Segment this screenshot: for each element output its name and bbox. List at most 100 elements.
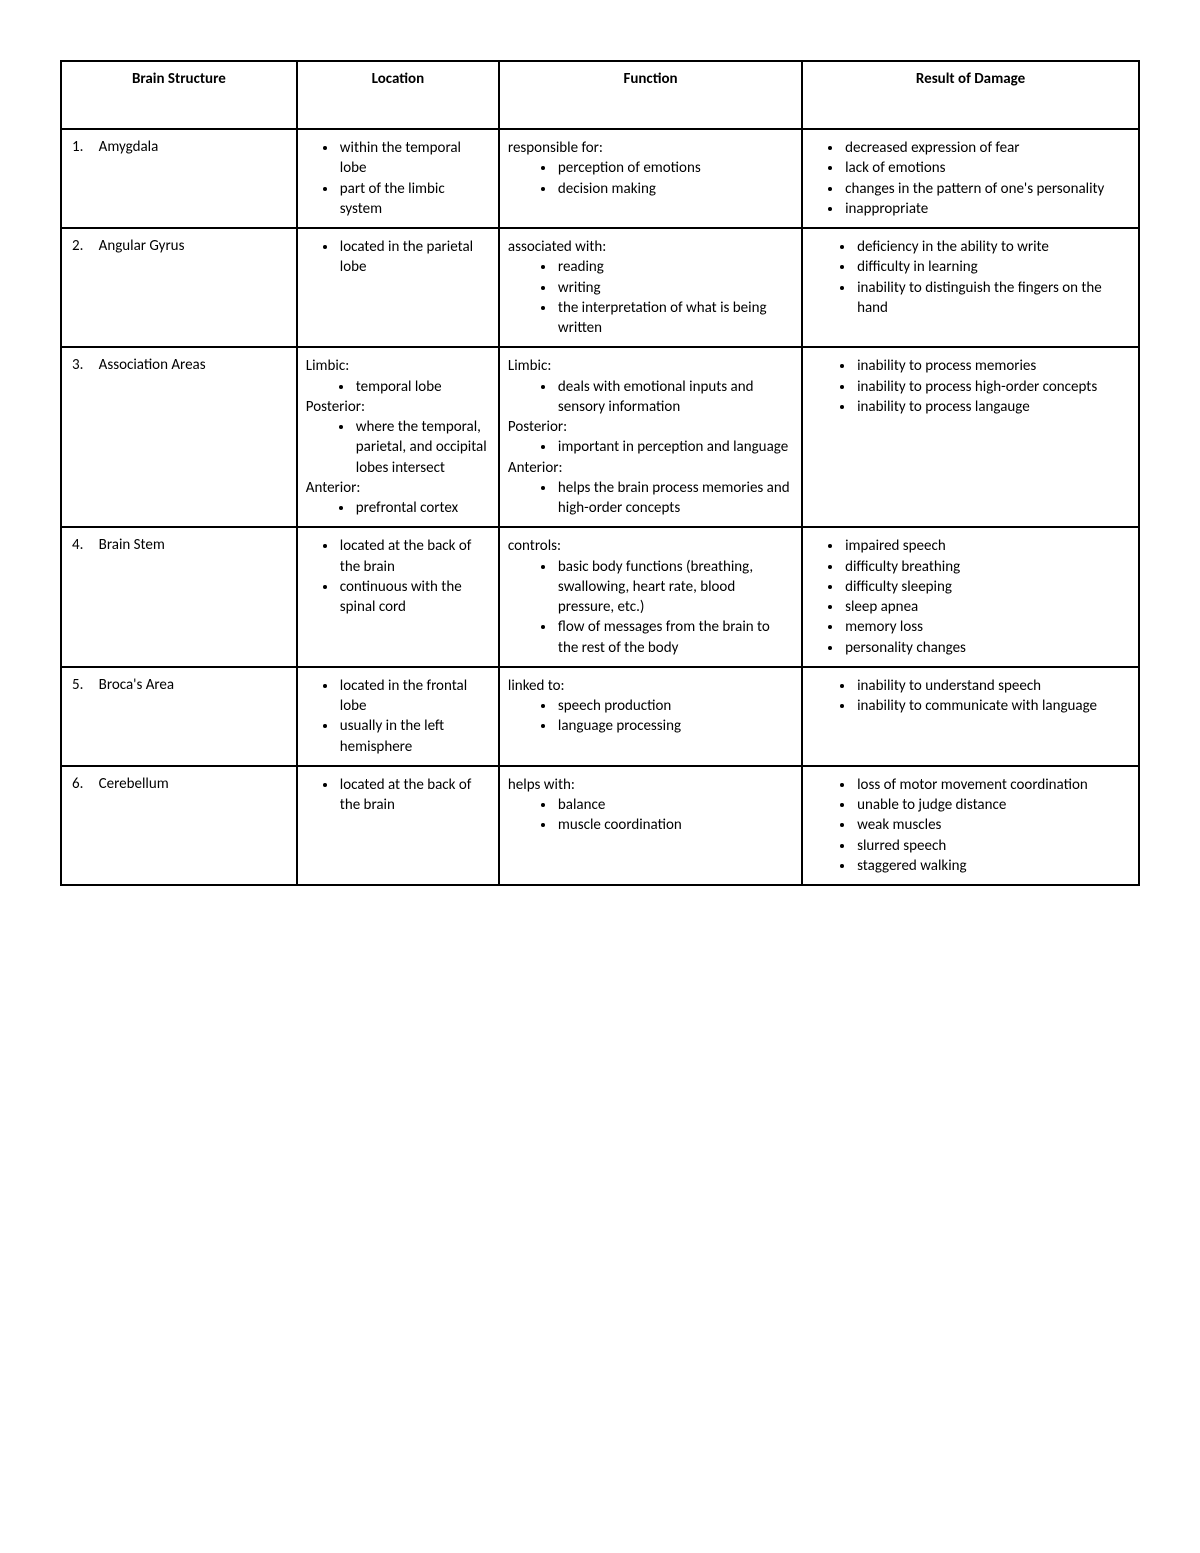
bullet-list: readingwritingthe interpretation of what… bbox=[506, 257, 795, 338]
structure-name: Brain Stem bbox=[95, 527, 297, 667]
table-row: 1.Amygdalawithin the temporal lobepart o… bbox=[61, 129, 1139, 228]
row-number: 2. bbox=[61, 228, 95, 347]
damage-cell: deficiency in the ability to writediffic… bbox=[802, 228, 1139, 347]
section-label: Posterior: bbox=[306, 397, 492, 417]
bullet-item: difficulty in learning bbox=[855, 257, 1132, 277]
bullet-list: temporal lobe bbox=[304, 377, 492, 397]
structure-name: Broca's Area bbox=[95, 667, 297, 766]
bullet-item: unable to judge distance bbox=[855, 795, 1132, 815]
bullet-item: writing bbox=[556, 278, 795, 298]
bullet-list: decreased expression of fearlack of emot… bbox=[809, 138, 1132, 219]
bullet-list: perception of emotionsdecision making bbox=[506, 158, 795, 199]
location-cell: located at the back of the brain bbox=[297, 766, 499, 885]
brain-structure-table: Brain Structure Location Function Result… bbox=[60, 60, 1140, 886]
bullet-item: inability to process langauge bbox=[855, 397, 1132, 417]
bullet-item: the interpretation of what is being writ… bbox=[556, 298, 795, 339]
bullet-item: slurred speech bbox=[855, 836, 1132, 856]
bullet-item: helps the brain process memories and hig… bbox=[556, 478, 795, 519]
bullet-item: temporal lobe bbox=[354, 377, 492, 397]
bullet-item: lack of emotions bbox=[843, 158, 1132, 178]
bullet-list: basic body functions (breathing, swallow… bbox=[506, 557, 795, 658]
section-label: Anterior: bbox=[508, 458, 795, 478]
section-label: Limbic: bbox=[508, 356, 795, 376]
function-cell: linked to:speech productionlanguage proc… bbox=[499, 667, 802, 766]
bullet-list: helps the brain process memories and hig… bbox=[506, 478, 795, 519]
bullet-item: memory loss bbox=[843, 617, 1132, 637]
bullet-list: inability to process memoriesinability t… bbox=[809, 356, 1132, 417]
bullet-list: deals with emotional inputs and sensory … bbox=[506, 377, 795, 418]
function-cell: responsible for:perception of emotionsde… bbox=[499, 129, 802, 228]
bullet-list: balancemuscle coordination bbox=[506, 795, 795, 836]
bullet-item: inability to distinguish the fingers on … bbox=[855, 278, 1132, 319]
bullet-item: located in the parietal lobe bbox=[338, 237, 492, 278]
bullet-item: reading bbox=[556, 257, 795, 277]
col-header-function: Function bbox=[499, 61, 802, 129]
table-row: 4.Brain Stemlocated at the back of the b… bbox=[61, 527, 1139, 667]
structure-name: Amygdala bbox=[95, 129, 297, 228]
bullet-item: changes in the pattern of one's personal… bbox=[843, 179, 1132, 199]
bullet-item: impaired speech bbox=[843, 536, 1132, 556]
bullet-item: difficulty breathing bbox=[843, 557, 1132, 577]
section-label: Posterior: bbox=[508, 417, 795, 437]
function-cell: Limbic:deals with emotional inputs and s… bbox=[499, 347, 802, 527]
intro-text: responsible for: bbox=[508, 138, 795, 158]
location-cell: within the temporal lobepart of the limb… bbox=[297, 129, 499, 228]
row-number: 6. bbox=[61, 766, 95, 885]
bullet-item: within the temporal lobe bbox=[338, 138, 492, 179]
bullet-list: located at the back of the brain bbox=[304, 775, 492, 816]
structure-name: Cerebellum bbox=[95, 766, 297, 885]
bullet-item: loss of motor movement coordination bbox=[855, 775, 1132, 795]
col-header-structure: Brain Structure bbox=[61, 61, 297, 129]
intro-text: linked to: bbox=[508, 676, 795, 696]
bullet-list: deficiency in the ability to writediffic… bbox=[809, 237, 1132, 318]
bullet-item: prefrontal cortex bbox=[354, 498, 492, 518]
bullet-item: basic body functions (breathing, swallow… bbox=[556, 557, 795, 618]
row-number: 1. bbox=[61, 129, 95, 228]
bullet-item: located at the back of the brain bbox=[338, 536, 492, 577]
bullet-item: deficiency in the ability to write bbox=[855, 237, 1132, 257]
damage-cell: inability to process memoriesinability t… bbox=[802, 347, 1139, 527]
col-header-location: Location bbox=[297, 61, 499, 129]
location-cell: located in the frontal lobeusually in th… bbox=[297, 667, 499, 766]
bullet-list: important in perception and language bbox=[506, 437, 795, 457]
bullet-item: where the temporal, parietal, and occipi… bbox=[354, 417, 492, 478]
bullet-item: inability to process high-order concepts bbox=[855, 377, 1132, 397]
bullet-list: inability to understand speechinability … bbox=[809, 676, 1132, 717]
bullet-item: staggered walking bbox=[855, 856, 1132, 876]
bullet-item: important in perception and language bbox=[556, 437, 795, 457]
bullet-item: continuous with the spinal cord bbox=[338, 577, 492, 618]
function-cell: controls:basic body functions (breathing… bbox=[499, 527, 802, 667]
bullet-list: within the temporal lobepart of the limb… bbox=[304, 138, 492, 219]
bullet-item: inability to understand speech bbox=[855, 676, 1132, 696]
location-cell: Limbic:temporal lobePosterior:where the … bbox=[297, 347, 499, 527]
damage-cell: decreased expression of fearlack of emot… bbox=[802, 129, 1139, 228]
bullet-item: decision making bbox=[556, 179, 795, 199]
bullet-list: impaired speechdifficulty breathingdiffi… bbox=[809, 536, 1132, 658]
bullet-item: inability to process memories bbox=[855, 356, 1132, 376]
bullet-list: speech productionlanguage processing bbox=[506, 696, 795, 737]
function-cell: helps with:balancemuscle coordination bbox=[499, 766, 802, 885]
damage-cell: inability to understand speechinability … bbox=[802, 667, 1139, 766]
table-row: 5.Broca's Arealocated in the frontal lob… bbox=[61, 667, 1139, 766]
intro-text: helps with: bbox=[508, 775, 795, 795]
intro-text: controls: bbox=[508, 536, 795, 556]
row-number: 4. bbox=[61, 527, 95, 667]
bullet-item: usually in the left hemisphere bbox=[338, 716, 492, 757]
bullet-item: difficulty sleeping bbox=[843, 577, 1132, 597]
bullet-item: decreased expression of fear bbox=[843, 138, 1132, 158]
bullet-list: located in the parietal lobe bbox=[304, 237, 492, 278]
bullet-item: personality changes bbox=[843, 638, 1132, 658]
intro-text: associated with: bbox=[508, 237, 795, 257]
table-header-row: Brain Structure Location Function Result… bbox=[61, 61, 1139, 129]
table-row: 6.Cerebellum located at the back of the b… bbox=[61, 766, 1139, 885]
bullet-item: balance bbox=[556, 795, 795, 815]
row-number: 3. bbox=[61, 347, 95, 527]
bullet-list: located at the back of the braincontinuo… bbox=[304, 536, 492, 617]
bullet-item: deals with emotional inputs and sensory … bbox=[556, 377, 795, 418]
bullet-item: inability to communicate with language bbox=[855, 696, 1132, 716]
bullet-item: flow of messages from the brain to the r… bbox=[556, 617, 795, 658]
bullet-item: muscle coordination bbox=[556, 815, 795, 835]
bullet-item: perception of emotions bbox=[556, 158, 795, 178]
bullet-item: inappropriate bbox=[843, 199, 1132, 219]
bullet-item: located at the back of the brain bbox=[338, 775, 492, 816]
